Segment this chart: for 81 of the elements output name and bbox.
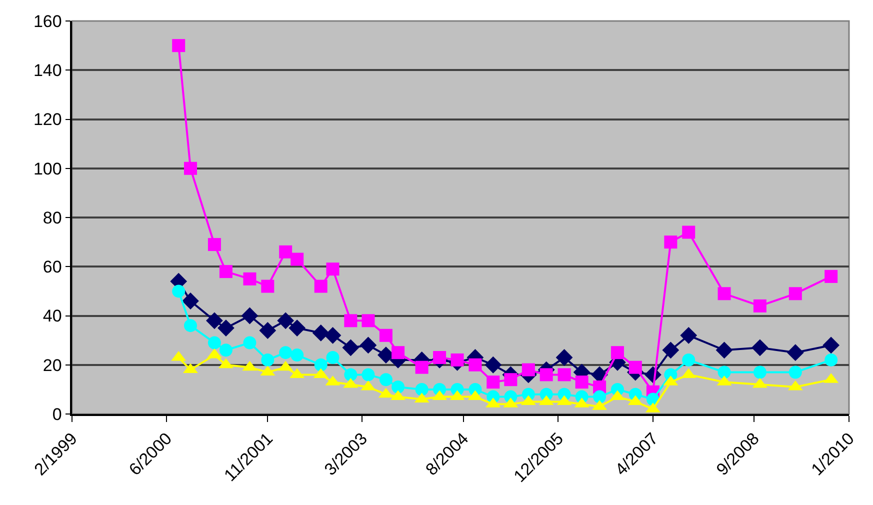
point: [788, 366, 802, 379]
point: [822, 336, 840, 354]
point: [182, 292, 199, 310]
point: [682, 353, 696, 366]
point: [324, 326, 342, 344]
y-tick-label: 140: [33, 61, 62, 80]
point: [314, 280, 328, 293]
point: [415, 382, 428, 396]
point: [344, 368, 358, 382]
point: [753, 366, 766, 379]
point: [172, 284, 186, 298]
point: [184, 162, 197, 175]
y-tick-label: 40: [42, 306, 62, 326]
point: [522, 363, 535, 376]
point: [662, 342, 680, 359]
point: [208, 238, 221, 252]
point: [751, 339, 768, 356]
point: [575, 376, 588, 389]
point: [326, 351, 340, 364]
y-tick-label: 80: [42, 208, 62, 228]
point: [664, 236, 678, 249]
point: [558, 368, 571, 382]
point: [824, 353, 838, 366]
point: [788, 287, 802, 300]
point: [259, 322, 276, 339]
point: [540, 368, 553, 382]
y-tick-label: 0: [52, 404, 62, 424]
point: [243, 336, 256, 350]
point: [206, 312, 223, 330]
point: [362, 368, 375, 382]
point: [314, 358, 328, 372]
point: [753, 299, 766, 312]
point: [277, 312, 294, 330]
point: [718, 287, 731, 300]
y-tick-label: 60: [42, 258, 62, 277]
point: [468, 358, 482, 372]
point: [261, 280, 274, 293]
point: [379, 373, 392, 386]
point: [504, 373, 518, 386]
point: [415, 360, 428, 374]
point: [279, 245, 292, 258]
point: [279, 346, 292, 360]
point: [716, 342, 733, 359]
y-tick-label: 20: [42, 356, 62, 375]
point: [362, 314, 375, 328]
point: [172, 39, 186, 52]
y-tick-label: 100: [33, 159, 62, 178]
point: [628, 360, 642, 374]
point: [360, 336, 377, 354]
point: [219, 344, 232, 357]
point: [610, 346, 624, 360]
point: [208, 336, 221, 350]
point: [290, 252, 304, 266]
point: [824, 270, 838, 283]
point: [241, 307, 258, 324]
point: [486, 376, 500, 389]
point: [288, 320, 306, 336]
point: [344, 314, 358, 328]
point: [433, 351, 446, 364]
point: [682, 226, 696, 239]
point: [342, 339, 360, 356]
point: [392, 380, 405, 394]
y-tick-label: 160: [33, 12, 62, 31]
point: [312, 324, 330, 342]
y-tick-label: 120: [33, 110, 62, 130]
point: [556, 349, 573, 366]
point: [484, 356, 502, 374]
point: [392, 346, 405, 360]
point: [593, 390, 606, 404]
point: [326, 262, 340, 276]
point: [184, 319, 197, 332]
point: [261, 353, 274, 366]
point: [243, 272, 256, 286]
point: [379, 328, 392, 342]
point: [718, 366, 731, 379]
point: [290, 348, 304, 362]
point: [450, 353, 464, 366]
point: [218, 320, 234, 336]
point: [680, 326, 698, 344]
point: [219, 265, 232, 278]
point: [786, 344, 804, 362]
